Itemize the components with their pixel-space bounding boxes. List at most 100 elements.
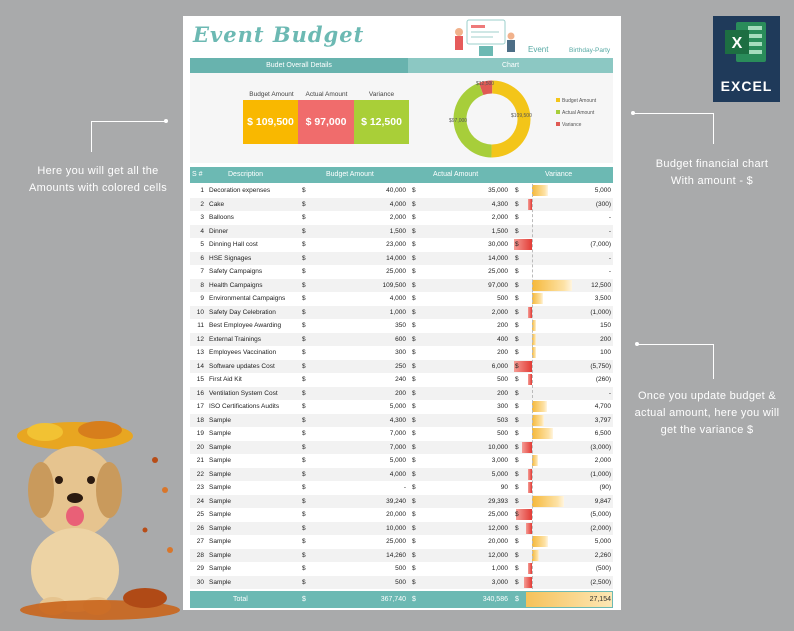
row-description: Safety Day Celebration: [209, 308, 276, 316]
row-variance: (1,000): [590, 308, 611, 316]
row-variance-currency: $: [515, 403, 519, 410]
row-actual: 300: [497, 403, 508, 410]
row-budget-currency: $: [302, 295, 306, 302]
row-variance: 2,260: [594, 551, 611, 559]
variance-positive-bar: [532, 293, 544, 304]
row-number: 24: [196, 497, 204, 505]
row-number: 30: [196, 578, 204, 586]
variance-positive-bar: [532, 414, 545, 426]
row-actual: 3,000: [491, 578, 508, 586]
puppy-with-leaves-image: [17, 421, 180, 620]
row-number: 18: [196, 416, 204, 424]
row-actual: 500: [497, 430, 508, 437]
total-actual: 340,586: [482, 596, 508, 603]
variance-positive-bar: [532, 185, 548, 196]
row-number: 12: [196, 335, 204, 343]
row-variance: 200: [600, 335, 611, 343]
row-budget-currency: $: [302, 497, 306, 505]
row-variance-currency: $: [515, 200, 519, 208]
table-row: 15 First Aid Kit $240 $500 $ (260): [190, 373, 613, 387]
row-variance: -: [608, 214, 611, 221]
row-budget-currency: $: [302, 551, 306, 559]
row-budget-currency: $: [302, 416, 306, 424]
row-budget: 23,000: [386, 241, 406, 248]
row-actual-currency: $: [412, 322, 416, 329]
row-variance-currency: $: [515, 227, 519, 235]
row-budget: 600: [395, 335, 406, 343]
row-variance-currency: $: [515, 416, 519, 424]
row-variance: -: [608, 254, 611, 262]
row-variance-currency: $: [515, 214, 519, 221]
row-description: Software updates Cost: [209, 362, 275, 370]
sheet-title: Event Budget: [193, 22, 365, 47]
row-budget-currency: $: [302, 254, 306, 262]
donut-label-variance: $12,500: [476, 81, 495, 87]
row-description: ISO Certifications Audits: [209, 403, 280, 410]
row-variance: -: [608, 389, 611, 397]
row-variance-currency: $: [515, 524, 519, 532]
row-actual-currency: $: [412, 254, 416, 262]
row-variance-currency: $: [515, 322, 519, 329]
row-actual: 29,393: [488, 497, 508, 505]
row-variance: 2,000: [594, 457, 611, 464]
row-description: Sample: [209, 430, 232, 437]
row-budget-currency: $: [302, 362, 306, 370]
row-actual: 2,000: [491, 214, 508, 221]
row-budget: 500: [395, 578, 406, 586]
callout-right-bottom-connector: [637, 344, 714, 379]
table-header: S # Description Budget Amount Actual Amo…: [190, 167, 613, 183]
row-actual: 503: [497, 416, 508, 424]
row-budget: 39,240: [386, 497, 406, 505]
row-actual: 20,000: [488, 538, 508, 545]
row-description: Sample: [209, 551, 232, 559]
row-budget: 4,300: [389, 416, 406, 424]
table-row: 28 Sample $14,260 $12,000 $2,260: [190, 548, 613, 562]
row-budget: 25,000: [386, 268, 406, 275]
budget-sheet: Event Budget Event Birthday-Party Budet …: [183, 16, 621, 610]
table-row: 30 Sample $500 $3,000 $ (2,500): [190, 575, 613, 589]
row-number: 13: [196, 349, 204, 356]
callout-right-bottom-dot: [635, 342, 639, 346]
row-actual-currency: $: [412, 538, 416, 545]
row-number: 8: [200, 281, 204, 289]
row-actual: 3,000: [491, 457, 508, 464]
row-actual: 14,000: [488, 254, 508, 262]
table-row: 6 HSE Signages $14,000 $14,000 $ -: [190, 251, 613, 265]
variance-negative-bar: [528, 482, 532, 493]
row-variance-currency: $: [515, 335, 519, 343]
row-actual-currency: $: [412, 295, 416, 302]
row-budget: 7,000: [389, 430, 406, 437]
row-actual: 200: [497, 349, 508, 356]
table-row: 18 Sample $4,300 $503 $3,797: [190, 413, 613, 427]
variance-negative-bar: [522, 441, 532, 453]
callout-right-top-connector: [633, 113, 714, 144]
row-actual: 90: [500, 484, 508, 491]
row-budget: 2,000: [389, 214, 406, 221]
row-number: 3: [200, 214, 204, 221]
col-header-sn: S #: [192, 171, 203, 178]
legend-variance-text: Variance: [562, 122, 582, 128]
total-variance: 27,154: [589, 596, 611, 603]
row-variance-currency: $: [515, 497, 519, 505]
row-description: Cake: [209, 200, 225, 208]
row-budget-currency: $: [302, 470, 306, 478]
row-actual: 25,000: [488, 268, 508, 275]
row-actual-currency: $: [412, 403, 416, 410]
row-number: 4: [200, 227, 204, 235]
row-actual-currency: $: [412, 227, 416, 235]
table-row: 29 Sample $500 $1,000 $ (500): [190, 562, 613, 576]
row-variance: (500): [595, 565, 611, 572]
row-number: 20: [196, 443, 204, 451]
variance-positive-bar: [532, 549, 540, 561]
row-number: 21: [196, 457, 204, 464]
table-row: 1 Decoration expenses $40,000 $35,000 $5,000: [190, 184, 613, 198]
row-actual: 35,000: [488, 187, 508, 194]
row-budget-currency: $: [302, 281, 306, 289]
total-budget-currency: $: [302, 596, 306, 603]
row-number: 7: [200, 268, 204, 275]
total-label: Total: [233, 596, 248, 603]
row-actual-currency: $: [412, 362, 416, 370]
col-header-variance: Variance: [545, 171, 573, 178]
legend-actual-text: Actual Amount: [562, 110, 595, 116]
donut-label-actual: $97,000: [449, 118, 468, 124]
